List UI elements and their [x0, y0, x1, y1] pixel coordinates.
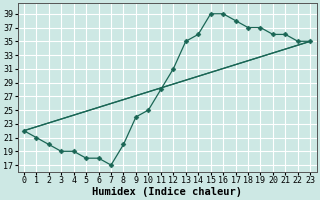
X-axis label: Humidex (Indice chaleur): Humidex (Indice chaleur) — [92, 186, 242, 197]
